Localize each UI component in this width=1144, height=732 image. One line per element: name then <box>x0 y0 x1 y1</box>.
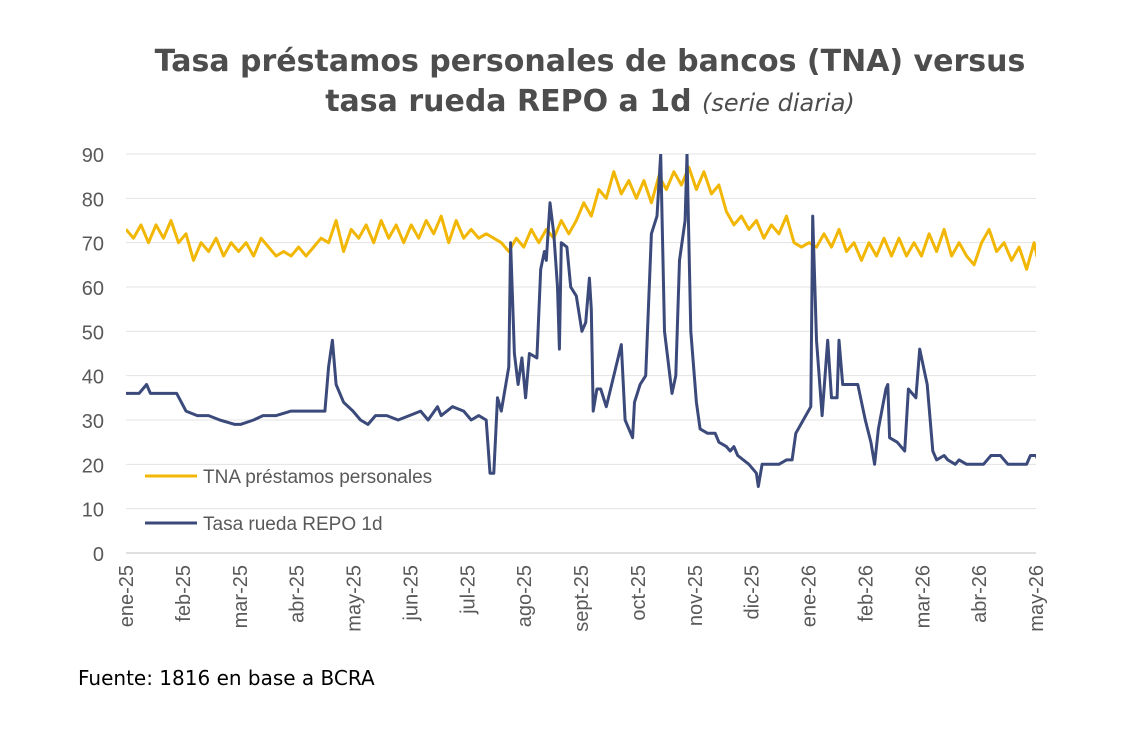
x-tick-label: mar-26 <box>912 565 934 628</box>
y-axis-ticks: 0 10 20 30 40 50 60 70 80 90 <box>82 145 104 566</box>
legend: TNA préstamos personales Tasa rueda REPO … <box>145 467 432 535</box>
title-line-1: Tasa préstamos personales de bancos (TNA… <box>154 44 1026 79</box>
y-tick-label: 80 <box>82 189 104 211</box>
x-tick-label: nov-25 <box>685 565 707 626</box>
x-axis-ticks: ene-25 feb-25 mar-25 abr-25 may-25 jun-25 jul-… <box>116 565 1048 632</box>
x-tick-label: abr-25 <box>287 565 309 623</box>
y-tick-label: 20 <box>82 455 104 477</box>
x-tick-label: ago-25 <box>514 565 536 627</box>
y-tick-label: 10 <box>82 500 104 522</box>
x-tick-label: mar-25 <box>230 565 252 628</box>
x-tick-label: dic-25 <box>742 565 764 619</box>
chart-title: Tasa préstamos personales de bancos (TNA… <box>0 42 1144 123</box>
x-tick-label: jul-25 <box>457 565 479 615</box>
y-tick-label: 60 <box>82 278 104 300</box>
x-tick-label: feb-26 <box>855 565 877 622</box>
x-tick-label: may-26 <box>1026 565 1048 632</box>
legend-label: Tasa rueda REPO 1d <box>203 514 383 535</box>
title-line-2-main: tasa rueda REPO a 1d <box>325 84 692 119</box>
x-tick-label: may-25 <box>344 565 366 632</box>
x-tick-label: oct-25 <box>628 565 650 621</box>
legend-label: TNA préstamos personales <box>203 467 432 488</box>
series-lines <box>126 154 1036 488</box>
x-tick-label: ene-26 <box>799 565 821 627</box>
y-tick-label: 50 <box>82 322 104 344</box>
y-tick-label: 30 <box>82 411 104 433</box>
series-line-tna <box>126 165 1036 271</box>
x-tick-label: ene-25 <box>116 565 138 627</box>
x-tick-label: sept-25 <box>571 565 593 632</box>
y-tick-label: 40 <box>82 367 104 389</box>
y-tick-label: 90 <box>82 145 104 167</box>
series-line-repo <box>126 154 1036 488</box>
x-tick-label: jun-25 <box>400 565 422 622</box>
y-tick-label: 70 <box>82 234 104 256</box>
title-line-2: tasa rueda REPO a 1d (serie diaria) <box>0 82 1144 123</box>
x-tick-label: abr-26 <box>969 565 991 623</box>
y-tick-label: 0 <box>93 544 104 566</box>
source-note: Fuente: 1816 en base a BCRA <box>78 666 375 690</box>
x-tick-label: feb-25 <box>173 565 195 622</box>
title-line-2-italic: (serie diaria) <box>702 89 855 117</box>
